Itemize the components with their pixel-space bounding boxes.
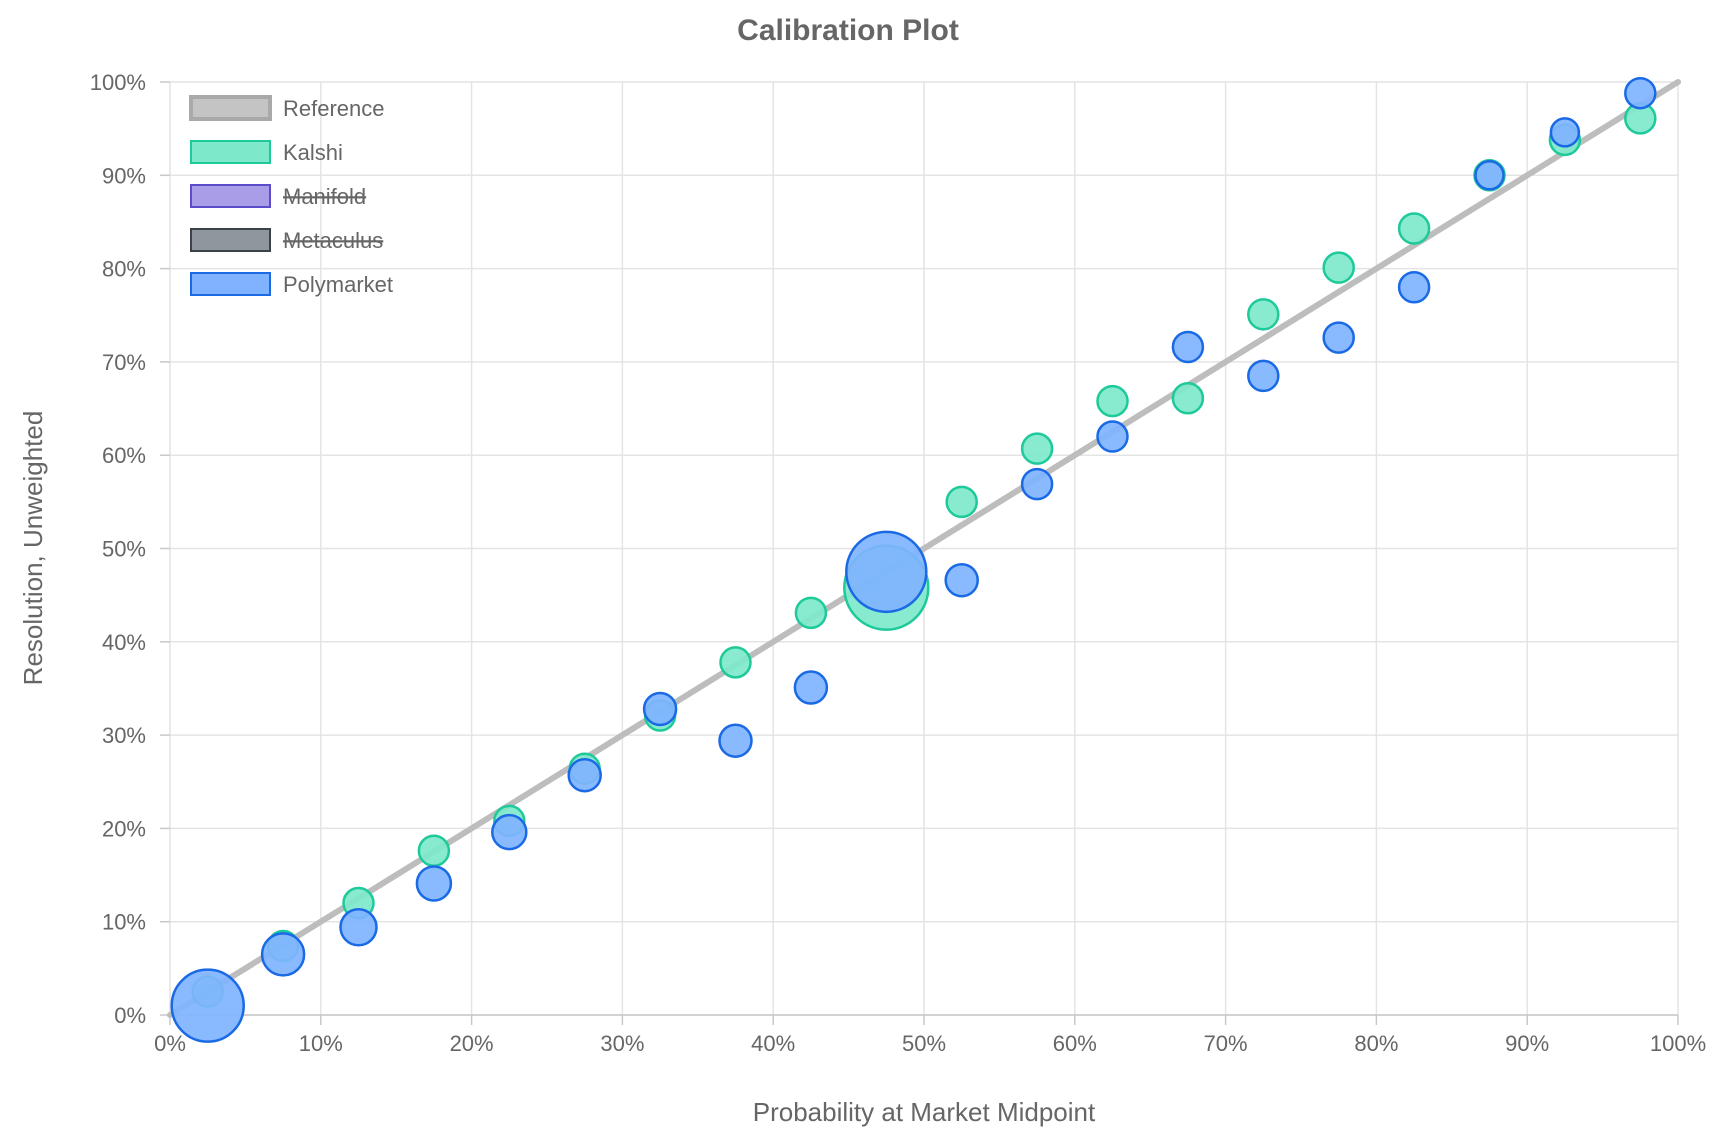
polymarket-point [1397, 271, 1431, 304]
x-tick-label: 60% [1053, 1031, 1097, 1056]
data-points [170, 76, 1657, 1043]
polymarket-point [718, 723, 753, 758]
legend-label: Manifold [283, 184, 366, 209]
polymarket-point [170, 968, 245, 1043]
polymarket-point [845, 530, 928, 614]
kalshi-point [1171, 382, 1205, 415]
y-tick-label: 40% [102, 630, 146, 655]
legend-label: Reference [283, 96, 385, 121]
y-tick-label: 0% [114, 1003, 146, 1028]
x-tick-label: 40% [751, 1031, 795, 1056]
legend-item-manifold: Manifold [190, 184, 366, 209]
kalshi-point [1322, 251, 1355, 284]
legend-label: Metaculus [283, 228, 383, 253]
kalshi-point [1096, 384, 1129, 418]
kalshi-point [1247, 298, 1280, 331]
y-tick-label: 80% [102, 257, 146, 282]
x-axis-title: Probability at Market Midpoint [753, 1097, 1096, 1127]
y-axis-title: Resolution, Unweighted [18, 411, 48, 686]
x-tick-label: 30% [600, 1031, 644, 1056]
polymarket-point [491, 813, 528, 851]
y-tick-label: 60% [102, 443, 146, 468]
polymarket-point [567, 757, 602, 793]
legend-swatch [190, 228, 271, 252]
series-polymarket [170, 76, 1657, 1043]
y-tick-label: 70% [102, 350, 146, 375]
polymarket-point [415, 865, 453, 902]
chart-title: Calibration Plot [737, 14, 959, 47]
legend-swatch [190, 184, 271, 208]
y-tick-label: 100% [90, 70, 146, 95]
x-tick-label: 50% [902, 1031, 946, 1056]
x-tick-label: 10% [299, 1031, 343, 1056]
polymarket-point [944, 562, 979, 598]
polymarket-point [1247, 359, 1280, 393]
x-tick-label: 0% [154, 1031, 186, 1056]
kalshi-point [1397, 212, 1431, 245]
polymarket-point [260, 932, 306, 977]
kalshi-point [719, 646, 752, 679]
polymarket-point [793, 670, 829, 705]
legend-label: Kalshi [283, 140, 343, 165]
y-tick-label: 20% [102, 816, 146, 841]
y-tick-label: 50% [102, 537, 146, 562]
kalshi-point [945, 485, 978, 519]
kalshi-point [794, 596, 828, 630]
x-tick-label: 90% [1505, 1031, 1549, 1056]
x-tick-label: 70% [1204, 1031, 1248, 1056]
y-tick-label: 30% [102, 723, 146, 748]
kalshi-point [1020, 432, 1054, 465]
x-tick-label: 20% [450, 1031, 494, 1056]
x-tick-label: 80% [1354, 1031, 1398, 1056]
polymarket-point [1474, 160, 1505, 191]
polymarket-point [1096, 420, 1129, 453]
y-tick-label: 10% [102, 910, 146, 935]
legend-item-metaculus: Metaculus [190, 228, 383, 253]
polymarket-point [642, 691, 678, 727]
legend-swatch [189, 95, 272, 121]
polymarket-point [1624, 76, 1657, 110]
polymarket-point [1171, 330, 1205, 364]
axes: 0% 10% 20% 30% 40% 50% 60% 70% 80% 90% 100% 0% 10% 20… [90, 70, 1706, 1056]
legend-item-kalshi: Kalshi [190, 140, 343, 165]
x-tick-label: 100% [1650, 1031, 1706, 1056]
kalshi-point [417, 834, 451, 868]
polymarket-point [1020, 467, 1054, 501]
polymarket-point [1549, 117, 1581, 148]
legend-item-reference: Reference [189, 95, 385, 121]
y-tick-label: 90% [102, 163, 146, 188]
legend-swatch [190, 140, 271, 164]
legend-item-polymarket: Polymarket [190, 272, 393, 297]
polymarket-point [1322, 321, 1355, 354]
legend-swatch [190, 272, 271, 296]
polymarket-point [339, 908, 378, 947]
legend-label: Polymarket [283, 272, 393, 297]
legend: Reference Kalshi Manifold Metaculus Polymark… [189, 95, 393, 297]
